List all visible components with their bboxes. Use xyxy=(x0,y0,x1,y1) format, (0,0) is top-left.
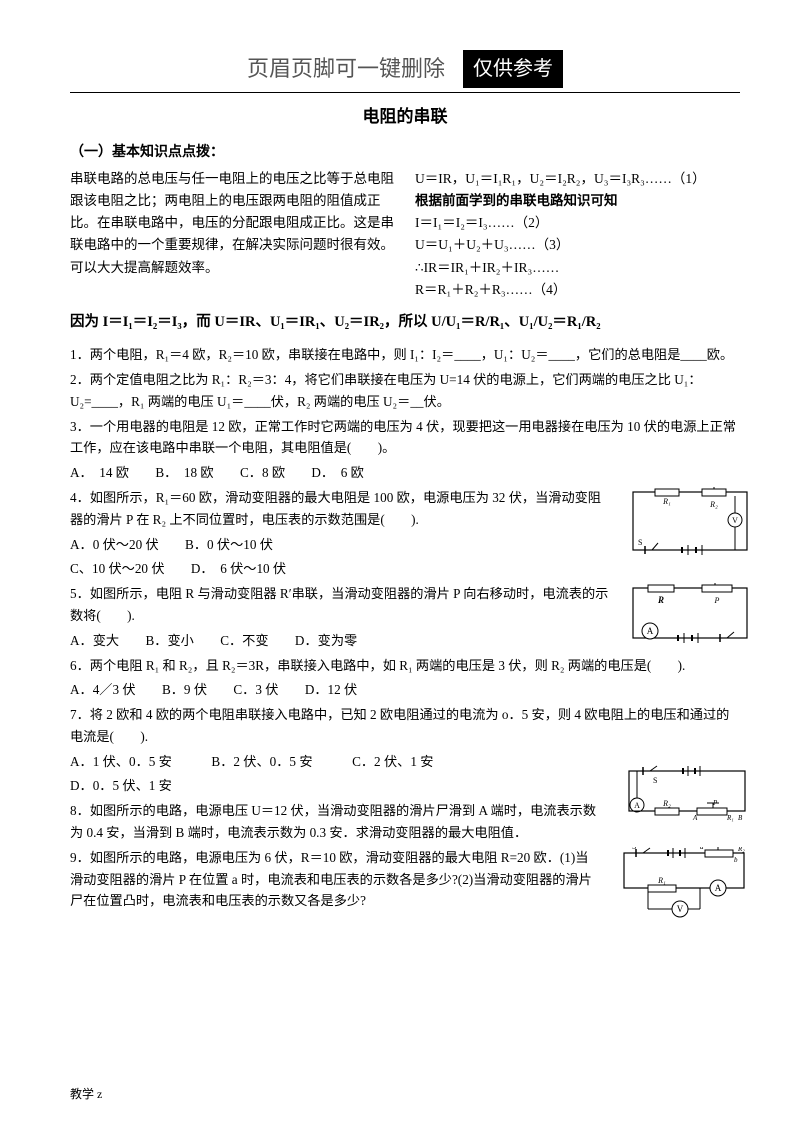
svg-text:S: S xyxy=(632,847,636,851)
question-3-choices: A． 14 欧 B． 18 欧 C．8 欧 D． 6 欧 xyxy=(70,462,740,484)
svg-text:A: A xyxy=(647,626,654,636)
circuit-diagram-4: R₁ R₂ V S xyxy=(630,487,750,557)
svg-text:S: S xyxy=(653,776,657,785)
svg-text:V: V xyxy=(732,516,738,525)
svg-text:R': R' xyxy=(737,583,747,585)
center-formula: 因为 I＝I₁＝I₂＝I₃，而 U＝IR、U₁＝IR₁、U₂＝IR₂，所以 U/… xyxy=(70,311,740,334)
formula-4: ∴IR＝IR₁＋IR₂＋IR₃…… xyxy=(415,257,740,279)
question-8-block: S A R₂ A P R₁ B D．0．5 伏、1 安 xyxy=(70,775,740,843)
question-3: 3．一个用电器的电阻是 12 欧，正常工作时它两端的电压为 4 伏，现要把这一用… xyxy=(70,416,740,460)
question-9-block: S a P R₂ b R₁ A V xyxy=(70,847,740,912)
circuit-diagram-8: S A R₂ A P R₁ B xyxy=(625,765,750,837)
svg-text:A: A xyxy=(634,801,640,810)
circuit-diagram-9: S a P R₂ b R₁ A V xyxy=(620,847,750,927)
formula-2: I＝I₁＝I₂＝I₃……（2） xyxy=(415,212,740,234)
question-6: 6．两个电阻 R₁ 和 R₂，且 R₂＝3R，串联接入电路中，如 R₁ 两端的电… xyxy=(70,655,740,677)
question-2: 2．两个定值电阻之比为 R₁：R₂＝3：4，将它们串联接在电压为 U=14 伏的… xyxy=(70,369,740,413)
section-1-head: （一）基本知识点点拨： xyxy=(70,142,740,164)
question-5-block: R R' P A 5．如图所示，电阻 R 与滑动变阻器 R′串联，当滑动变阻器的… xyxy=(70,583,740,651)
reference-badge: 仅供参考 xyxy=(463,50,563,88)
question-4-choices-2: C、10 伏～20 伏 D． 6 伏～10 伏 xyxy=(70,558,740,580)
svg-text:R₁: R₁ xyxy=(657,876,666,885)
question-7: 7．将 2 欧和 4 欧的两个电阻串联接入电路中，已知 2 欧电阻通过的电流为 … xyxy=(70,704,740,748)
svg-text:P: P xyxy=(712,799,718,807)
svg-text:R: R xyxy=(657,595,664,605)
question-4-block: R₁ R₂ V S 4．如图所示，R₁＝60 欧，滑动变阻器的最大电阻是 100… xyxy=(70,487,740,580)
intro-columns: 串联电路的总电压与任一电阻上的电压之比等于总电阻跟该电阻之比；两电阻上的电压跟两… xyxy=(70,168,740,302)
svg-text:B: B xyxy=(738,814,743,822)
header-row: 页眉页脚可一键删除 仅供参考 xyxy=(70,50,740,88)
question-1: 1．两个电阻，R₁＝4 欧，R₂＝10 欧，串联接在电路中，则 I₁：I₂＝__… xyxy=(70,344,740,366)
footer-text: 教学 z xyxy=(70,1085,102,1104)
formula-note: 根据前面学到的串联电路知识可知 xyxy=(415,190,740,212)
svg-text:R₂: R₂ xyxy=(662,799,671,808)
svg-text:R₂: R₂ xyxy=(737,847,745,853)
page: 页眉页脚可一键删除 仅供参考 电阻的串联 （一）基本知识点点拨： 串联电路的总电… xyxy=(0,0,800,1132)
svg-text:R₁: R₁ xyxy=(662,497,671,506)
svg-text:b: b xyxy=(734,856,738,864)
formula-1: U＝IR，U₁＝I₁R₁，U₂＝I₂R₂，U₃＝I₃R₃……（1） xyxy=(415,168,740,190)
svg-text:R₁: R₁ xyxy=(726,814,734,822)
intro-left: 串联电路的总电压与任一电阻上的电压之比等于总电阻跟该电阻之比；两电阻上的电压跟两… xyxy=(70,168,395,302)
svg-text:R₂: R₂ xyxy=(709,500,718,509)
intro-right: U＝IR，U₁＝I₁R₁，U₂＝I₂R₂，U₃＝I₃R₃……（1） 根据前面学到… xyxy=(415,168,740,302)
svg-text:A: A xyxy=(715,883,722,893)
svg-text:a: a xyxy=(700,847,704,851)
svg-text:S: S xyxy=(638,538,642,547)
header-text: 页眉页脚可一键删除 xyxy=(247,51,445,86)
svg-text:P: P xyxy=(717,847,723,849)
svg-text:A: A xyxy=(692,814,698,822)
formula-3: U＝U₁＋U₂＋U₃……（3） xyxy=(415,234,740,256)
header-divider xyxy=(70,92,740,93)
circuit-diagram-5: R R' P A xyxy=(630,583,750,648)
formula-5: R＝R₁＋R₂＋R₃……（4） xyxy=(415,279,740,301)
svg-text:P: P xyxy=(714,596,720,605)
svg-text:V: V xyxy=(677,904,684,914)
page-title: 电阻的串联 xyxy=(70,103,740,130)
question-6-choices: A．4／3 伏 B．9 伏 C．3 伏 D．12 伏 xyxy=(70,679,740,701)
